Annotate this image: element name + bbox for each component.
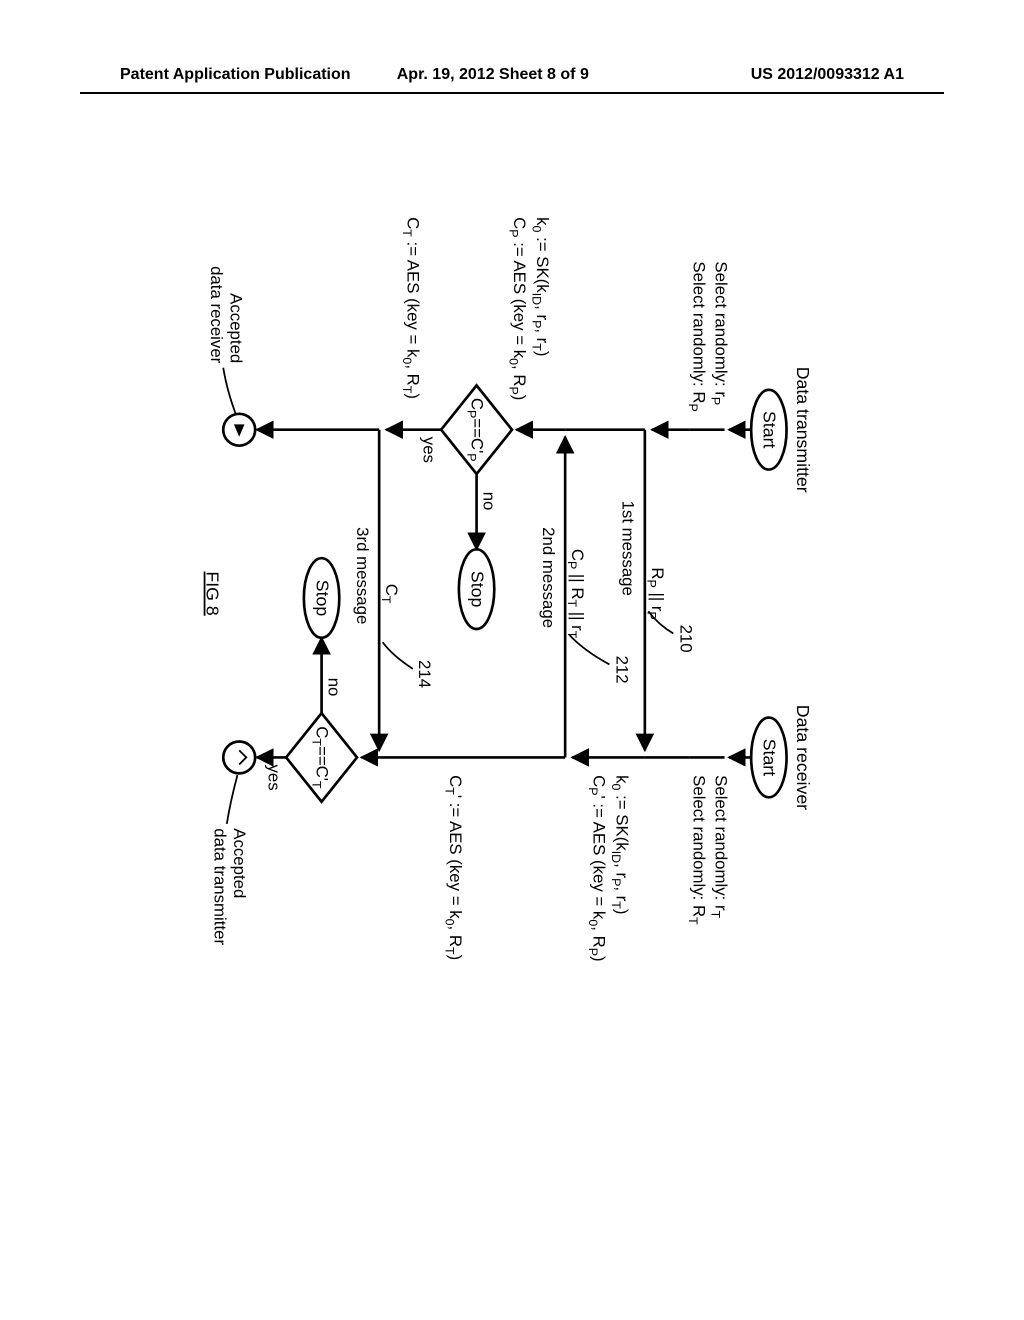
tx-cp: CP := AES (key = k0, RP)	[506, 217, 528, 400]
rx-start-label: Start	[760, 739, 780, 776]
ref-214: 214	[415, 660, 434, 688]
tx-start-label: Start	[760, 411, 780, 448]
figure-caption: FIG 8	[202, 571, 222, 615]
tx-select2: Select randomly: RP	[686, 261, 708, 411]
rx-end-label-1: Accepted	[230, 828, 249, 898]
tx-end-label-1: Accepted	[226, 293, 245, 363]
rx-cp: CP' := AES (key = k0, RP)	[586, 775, 608, 961]
rx-no-label: no	[325, 678, 344, 697]
header-right: US 2012/0093312 A1	[751, 66, 904, 84]
tx-end-play-icon	[234, 424, 245, 436]
tx-select1: Select randomly: rP	[708, 261, 730, 405]
rx-ct: CT' := AES (key = k0, RT)	[443, 775, 465, 960]
tx-k0: k0 := SK(kID, rP, rT)	[529, 217, 551, 356]
msg3-label: 3rd message	[353, 527, 372, 624]
rx-yes-label: yes	[264, 765, 283, 791]
ref-210: 210	[676, 625, 695, 653]
rx-end-oval	[223, 741, 255, 773]
msg3-content: CT	[379, 584, 401, 604]
ref-212-leader	[570, 635, 610, 664]
tx-stop-label: Stop	[467, 571, 487, 608]
tx-ct: CT := AES (key = k0, RT)	[400, 217, 422, 399]
ref-214-leader	[383, 642, 413, 669]
ref-212: 212	[613, 656, 632, 684]
header-rule	[80, 92, 944, 94]
tx-yes-label: yes	[419, 437, 438, 463]
tx-end-leader	[223, 368, 235, 414]
rx-select2: Select randomly: RT	[686, 775, 708, 925]
rx-decide-label: CT==C'T	[310, 726, 332, 789]
rx-end-decoration	[239, 750, 246, 764]
tx-end-label-2: data receiver	[207, 266, 226, 364]
receiver-title: Data receiver	[793, 705, 813, 810]
rx-k0: k0 := SK(kID, rP, rT)	[609, 775, 631, 914]
msg2-content: CP || RT || rT	[565, 549, 587, 639]
rx-select1: Select randomly: rT	[708, 775, 730, 919]
msg1-label: 1st message	[619, 501, 638, 596]
header-left: Patent Application Publication	[120, 66, 351, 84]
rx-end-label-2: data transmitter	[210, 828, 229, 945]
transmitter-title: Data transmitter	[793, 367, 813, 493]
figure-8: Data transmitter Data receiver Start Sta…	[202, 150, 822, 1170]
flowchart-svg: Data transmitter Data receiver Start Sta…	[202, 150, 822, 1170]
tx-decide-label: CP==C'P	[465, 398, 487, 462]
page-header: Patent Application Publication Apr. 19, …	[0, 66, 1024, 84]
msg2-label: 2nd message	[539, 527, 558, 628]
header-center: Apr. 19, 2012 Sheet 8 of 9	[397, 66, 589, 84]
tx-no-label: no	[480, 492, 499, 511]
rx-end-leader	[227, 775, 238, 824]
ref-210-leader	[648, 611, 673, 633]
rx-stop-label: Stop	[312, 580, 332, 617]
